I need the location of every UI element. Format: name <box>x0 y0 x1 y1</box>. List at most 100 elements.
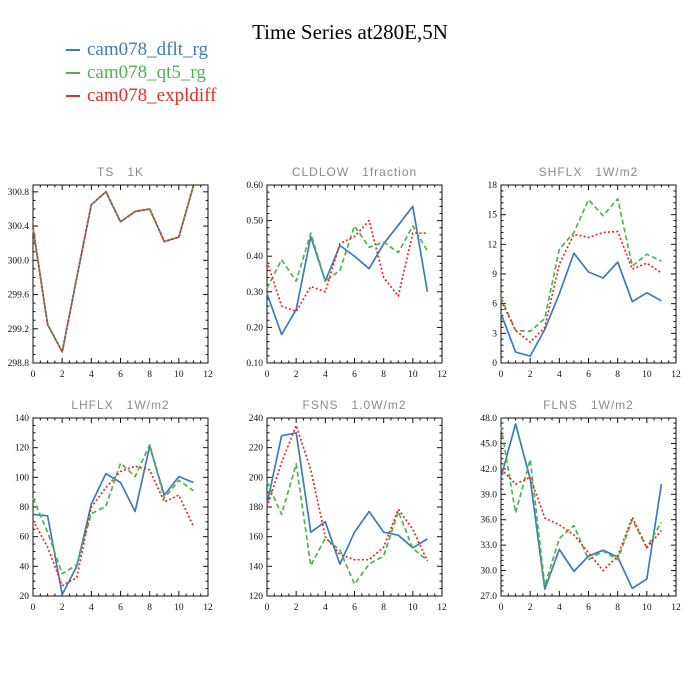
flns-chart-canvas: 0 2 4 6 8 10 12 27.0 30.0 33.0 36.0 39.0 42.0 45.0 48.… <box>480 414 681 613</box>
x-tick-label: 4 <box>557 603 562 613</box>
x-tick-label: 0 <box>499 370 504 380</box>
legend-item-qt5: cam078_qt5_rg <box>66 61 216 84</box>
x-tick-label: 6 <box>352 603 357 613</box>
series-line-cam078_expldiff <box>32 465 195 587</box>
x-tick-label: 4 <box>89 603 94 613</box>
y-tick-label: 140 <box>249 562 264 572</box>
subplot-title: SHFLX 1W/m2 <box>538 165 639 179</box>
subplot-title: FSNS 1.0W/m2 <box>302 398 407 412</box>
page-title: Time Series at280E,5N <box>252 20 448 44</box>
x-tick-label: 2 <box>528 370 533 380</box>
x-tick-label: 10 <box>174 603 184 613</box>
x-tick-label: 6 <box>352 370 357 380</box>
x-tick-label: 0 <box>31 603 36 613</box>
series-line-cam078_dflt_rg <box>32 185 195 353</box>
y-tick-label: 20 <box>20 592 30 602</box>
series-line-cam078_qt5_rg <box>266 463 428 585</box>
x-tick-label: 4 <box>89 370 94 380</box>
x-tick-label: 4 <box>323 370 328 380</box>
x-tick-label: 8 <box>147 370 152 380</box>
y-tick-label: 299.2 <box>8 325 30 335</box>
x-tick-label: 12 <box>671 370 681 380</box>
y-tick-label: 3 <box>492 329 497 339</box>
y-tick-label: 300.0 <box>8 256 30 266</box>
axis-frame <box>500 417 677 597</box>
y-tick-label: 100 <box>15 473 30 483</box>
axis-frame <box>32 417 209 597</box>
x-tick-label: 6 <box>118 370 123 380</box>
series-line-cam078_expldiff <box>500 230 662 344</box>
x-tick-label: 12 <box>203 603 213 613</box>
y-tick-label: 0.50 <box>246 217 263 227</box>
x-tick-label: 12 <box>437 603 447 613</box>
y-tick-label: 299.6 <box>8 291 30 301</box>
x-tick-label: 10 <box>642 603 652 613</box>
y-tick-label: 39.0 <box>480 490 497 500</box>
line-swatch-icon <box>66 71 80 74</box>
subplot-ts: TS 1K 0 2 4 6 8 10 12 298.8 299.2 299.6 300.0 300.4… <box>0 163 234 396</box>
y-tick-label: 60 <box>20 533 30 543</box>
x-tick-label: 4 <box>323 603 328 613</box>
y-tick-label: 36.0 <box>480 516 497 526</box>
legend-item-dflt: cam078_dflt_rg <box>66 38 216 61</box>
legend-item-label: cam078_dflt_rg <box>87 38 209 60</box>
subplot-flns: FLNS 1W/m2 0 2 4 6 8 10 12 27.0 30.0 33.0 36.0 39.0… <box>468 396 700 629</box>
x-tick-label: 12 <box>203 370 213 380</box>
y-tick-label: 27.0 <box>480 592 497 602</box>
y-tick-label: 300.4 <box>8 222 30 232</box>
series-line-cam078_dflt_rg <box>500 252 662 357</box>
series-line-cam078_qt5_rg <box>500 426 663 587</box>
x-tick-label: 6 <box>586 603 591 613</box>
subplot-title: CLDLOW 1fraction <box>291 165 418 179</box>
y-tick-label: 300.8 <box>8 188 30 198</box>
x-tick-label: 6 <box>118 603 123 613</box>
y-tick-label: 240 <box>249 414 264 424</box>
x-tick-label: 8 <box>147 603 152 613</box>
x-tick-label: 12 <box>671 603 681 613</box>
series-line-cam078_expldiff <box>32 185 195 353</box>
y-tick-label: 48.0 <box>480 414 497 424</box>
x-tick-label: 0 <box>31 370 36 380</box>
x-tick-label: 2 <box>528 603 533 613</box>
x-tick-label: 6 <box>586 370 591 380</box>
y-tick-label: 42.0 <box>480 465 497 475</box>
series-line-cam078_dflt_rg <box>32 445 194 596</box>
x-tick-label: 2 <box>60 603 65 613</box>
series-line-cam078_expldiff <box>266 424 429 562</box>
x-tick-label: 0 <box>265 603 270 613</box>
series-line-cam078_qt5_rg <box>266 225 429 289</box>
y-tick-label: 18 <box>488 181 498 191</box>
x-tick-label: 10 <box>408 603 418 613</box>
y-tick-label: 140 <box>15 414 30 424</box>
x-tick-label: 10 <box>642 370 652 380</box>
y-tick-label: 80 <box>20 503 30 513</box>
axis-frame <box>266 184 443 364</box>
series-line-cam078_qt5_rg <box>32 443 194 575</box>
fsns-chart-canvas: 0 2 4 6 8 10 12 120 140 160 180 200 220 240 <box>249 414 447 613</box>
axis-frame <box>266 417 443 597</box>
line-swatch-icon <box>66 48 80 51</box>
x-tick-label: 12 <box>437 370 447 380</box>
y-tick-label: 0.40 <box>246 252 263 262</box>
y-tick-label: 160 <box>249 533 264 543</box>
y-tick-label: 180 <box>249 503 264 513</box>
y-tick-label: 45.0 <box>480 439 497 449</box>
y-tick-label: 30.0 <box>480 567 497 577</box>
y-tick-label: 0 <box>492 359 497 369</box>
subplot-title: LHFLX 1W/m2 <box>71 398 170 412</box>
y-tick-label: 120 <box>249 592 264 602</box>
series-line-cam078_expldiff <box>266 219 428 313</box>
y-tick-label: 120 <box>15 444 30 454</box>
axis-frame <box>32 184 209 364</box>
line-swatch-icon <box>66 94 80 97</box>
shflx-chart-canvas: 0 2 4 6 8 10 12 0 3 6 9 12 15 18 <box>488 181 682 380</box>
subplot-title: FLNS 1W/m2 <box>543 398 634 412</box>
y-tick-label: 0.10 <box>246 359 263 369</box>
y-tick-label: 0.60 <box>246 181 263 191</box>
y-tick-label: 0.30 <box>246 288 263 298</box>
legend-item-expldiff: cam078_expldiff <box>66 84 216 107</box>
x-tick-label: 8 <box>615 370 620 380</box>
subplot-cldlow: CLDLOW 1fraction 0 2 4 6 8 10 12 0.10 0.20 0.30 0.… <box>234 163 468 396</box>
y-tick-label: 220 <box>249 444 264 454</box>
